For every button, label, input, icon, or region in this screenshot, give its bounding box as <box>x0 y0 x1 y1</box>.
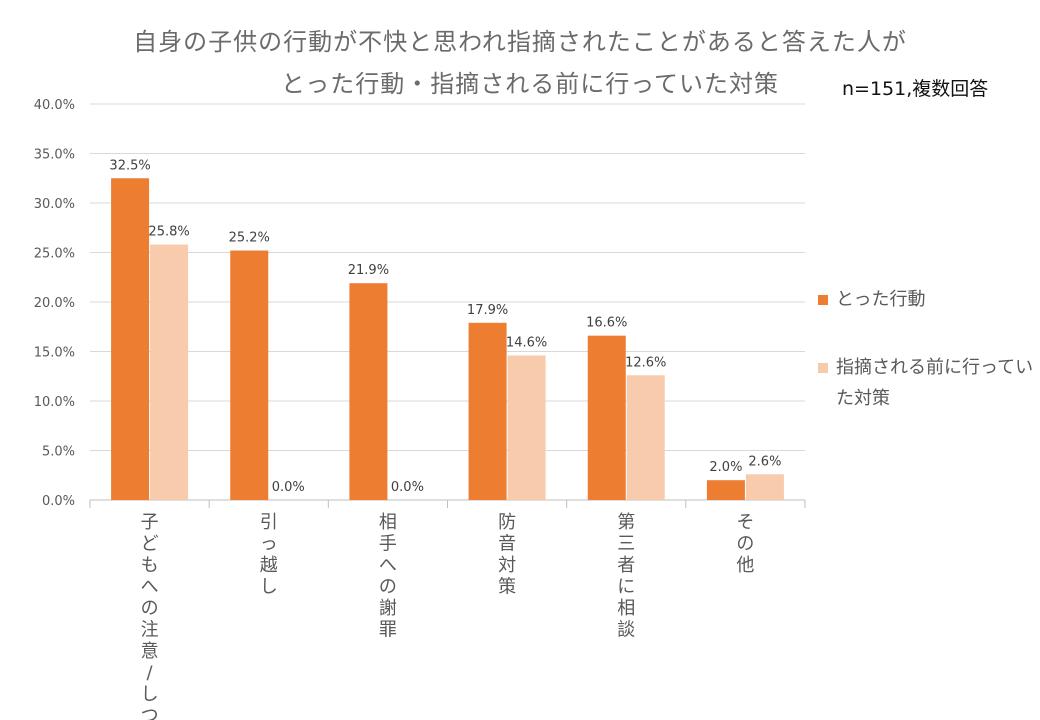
legend-swatch-prior-measures <box>818 363 828 373</box>
bar-taken-action-1 <box>230 250 269 500</box>
x-category-label-char: 子 <box>141 512 159 533</box>
x-category-label-char: の <box>736 534 754 555</box>
bar-prior-measures-0 <box>150 244 189 500</box>
x-category-label-char: も <box>141 555 159 576</box>
x-category-label-char: っ <box>260 534 278 555</box>
x-category-label-char: つ <box>141 706 159 720</box>
y-tick-label: 10.0% <box>34 395 75 410</box>
sample-size-note: n=151,複数回答 <box>842 78 989 100</box>
x-category-label-char: 謝 <box>379 598 397 619</box>
bar-prior-measures-4 <box>626 375 665 500</box>
x-category-label-char: し <box>141 684 159 705</box>
x-category-label-char: 他 <box>736 555 754 576</box>
x-category-label-char: 防 <box>498 512 516 533</box>
data-label: 2.0% <box>709 460 742 475</box>
y-tick-label: 5.0% <box>42 445 75 460</box>
x-category-label-char: 意 <box>141 641 159 662</box>
bar-taken-action-3 <box>468 322 507 500</box>
data-label: 12.6% <box>625 355 666 370</box>
y-tick-label: 35.0% <box>34 148 75 163</box>
x-category-label-char: 三 <box>617 534 635 555</box>
x-category-label-char: / <box>147 663 154 684</box>
y-tick-label: 20.0% <box>34 296 75 311</box>
x-category-label-char: 手 <box>379 534 397 555</box>
x-category-label-char: の <box>379 577 397 598</box>
bar-taken-action-0 <box>111 178 150 500</box>
data-label: 32.5% <box>109 158 150 173</box>
x-category-label-char: 越 <box>260 555 278 576</box>
x-category-label-char: 罪 <box>379 620 397 641</box>
y-tick-label: 40.0% <box>34 98 75 113</box>
x-category-label-char: 策 <box>498 577 516 598</box>
bar-taken-action-2 <box>349 283 388 500</box>
bar-taken-action-5 <box>706 480 745 500</box>
data-label: 21.9% <box>348 263 389 278</box>
chart-title-line-2: とった行動・指摘される前に行っていた対策 <box>280 70 780 98</box>
y-tick-label: 25.0% <box>34 247 75 262</box>
legend-label-taken-action: とった行動 <box>836 289 926 310</box>
data-label: 16.6% <box>586 316 627 331</box>
data-label: 17.9% <box>467 303 508 318</box>
x-category-label-char: 注 <box>141 620 159 641</box>
bar-taken-action-4 <box>587 335 626 500</box>
x-category-label-char: 談 <box>617 620 635 641</box>
x-category-label-char: 対 <box>498 555 516 576</box>
chart-title-line-1: 自身の子供の行動が不快と思われ指摘されたことがあると答えた人が <box>133 28 907 56</box>
x-category-label-char: へ <box>379 555 397 576</box>
data-label: 25.2% <box>229 231 270 246</box>
x-category-label-char: 相 <box>379 512 397 533</box>
x-category-label-char: そ <box>736 512 754 533</box>
x-category-label-char: ど <box>141 534 159 555</box>
x-category-label-char: へ <box>141 577 159 598</box>
legend-label-prior-measures: 指摘される前に行っていた対策 <box>836 357 1034 409</box>
x-category-label-char: し <box>260 577 278 598</box>
x-category-label-char: 音 <box>498 534 516 555</box>
data-label: 0.0% <box>272 480 305 495</box>
x-category-label-char: 者 <box>617 555 635 576</box>
y-tick-label: 0.0% <box>42 494 75 509</box>
x-category-label-char: 第 <box>617 512 635 533</box>
bar-prior-measures-5 <box>745 474 784 500</box>
y-tick-label: 30.0% <box>34 197 75 212</box>
x-category-label-char: 相 <box>617 598 635 619</box>
x-category-label-char: に <box>617 577 635 598</box>
data-label: 2.6% <box>748 454 781 469</box>
x-category-label-char: の <box>141 598 159 619</box>
data-label: 25.8% <box>148 225 189 240</box>
data-label: 0.0% <box>391 480 424 495</box>
y-tick-label: 15.0% <box>34 346 75 361</box>
legend-swatch-taken-action <box>818 295 828 305</box>
x-category-label-char: 引 <box>260 512 278 533</box>
bar-prior-measures-3 <box>507 355 546 500</box>
data-label: 14.6% <box>506 335 547 350</box>
